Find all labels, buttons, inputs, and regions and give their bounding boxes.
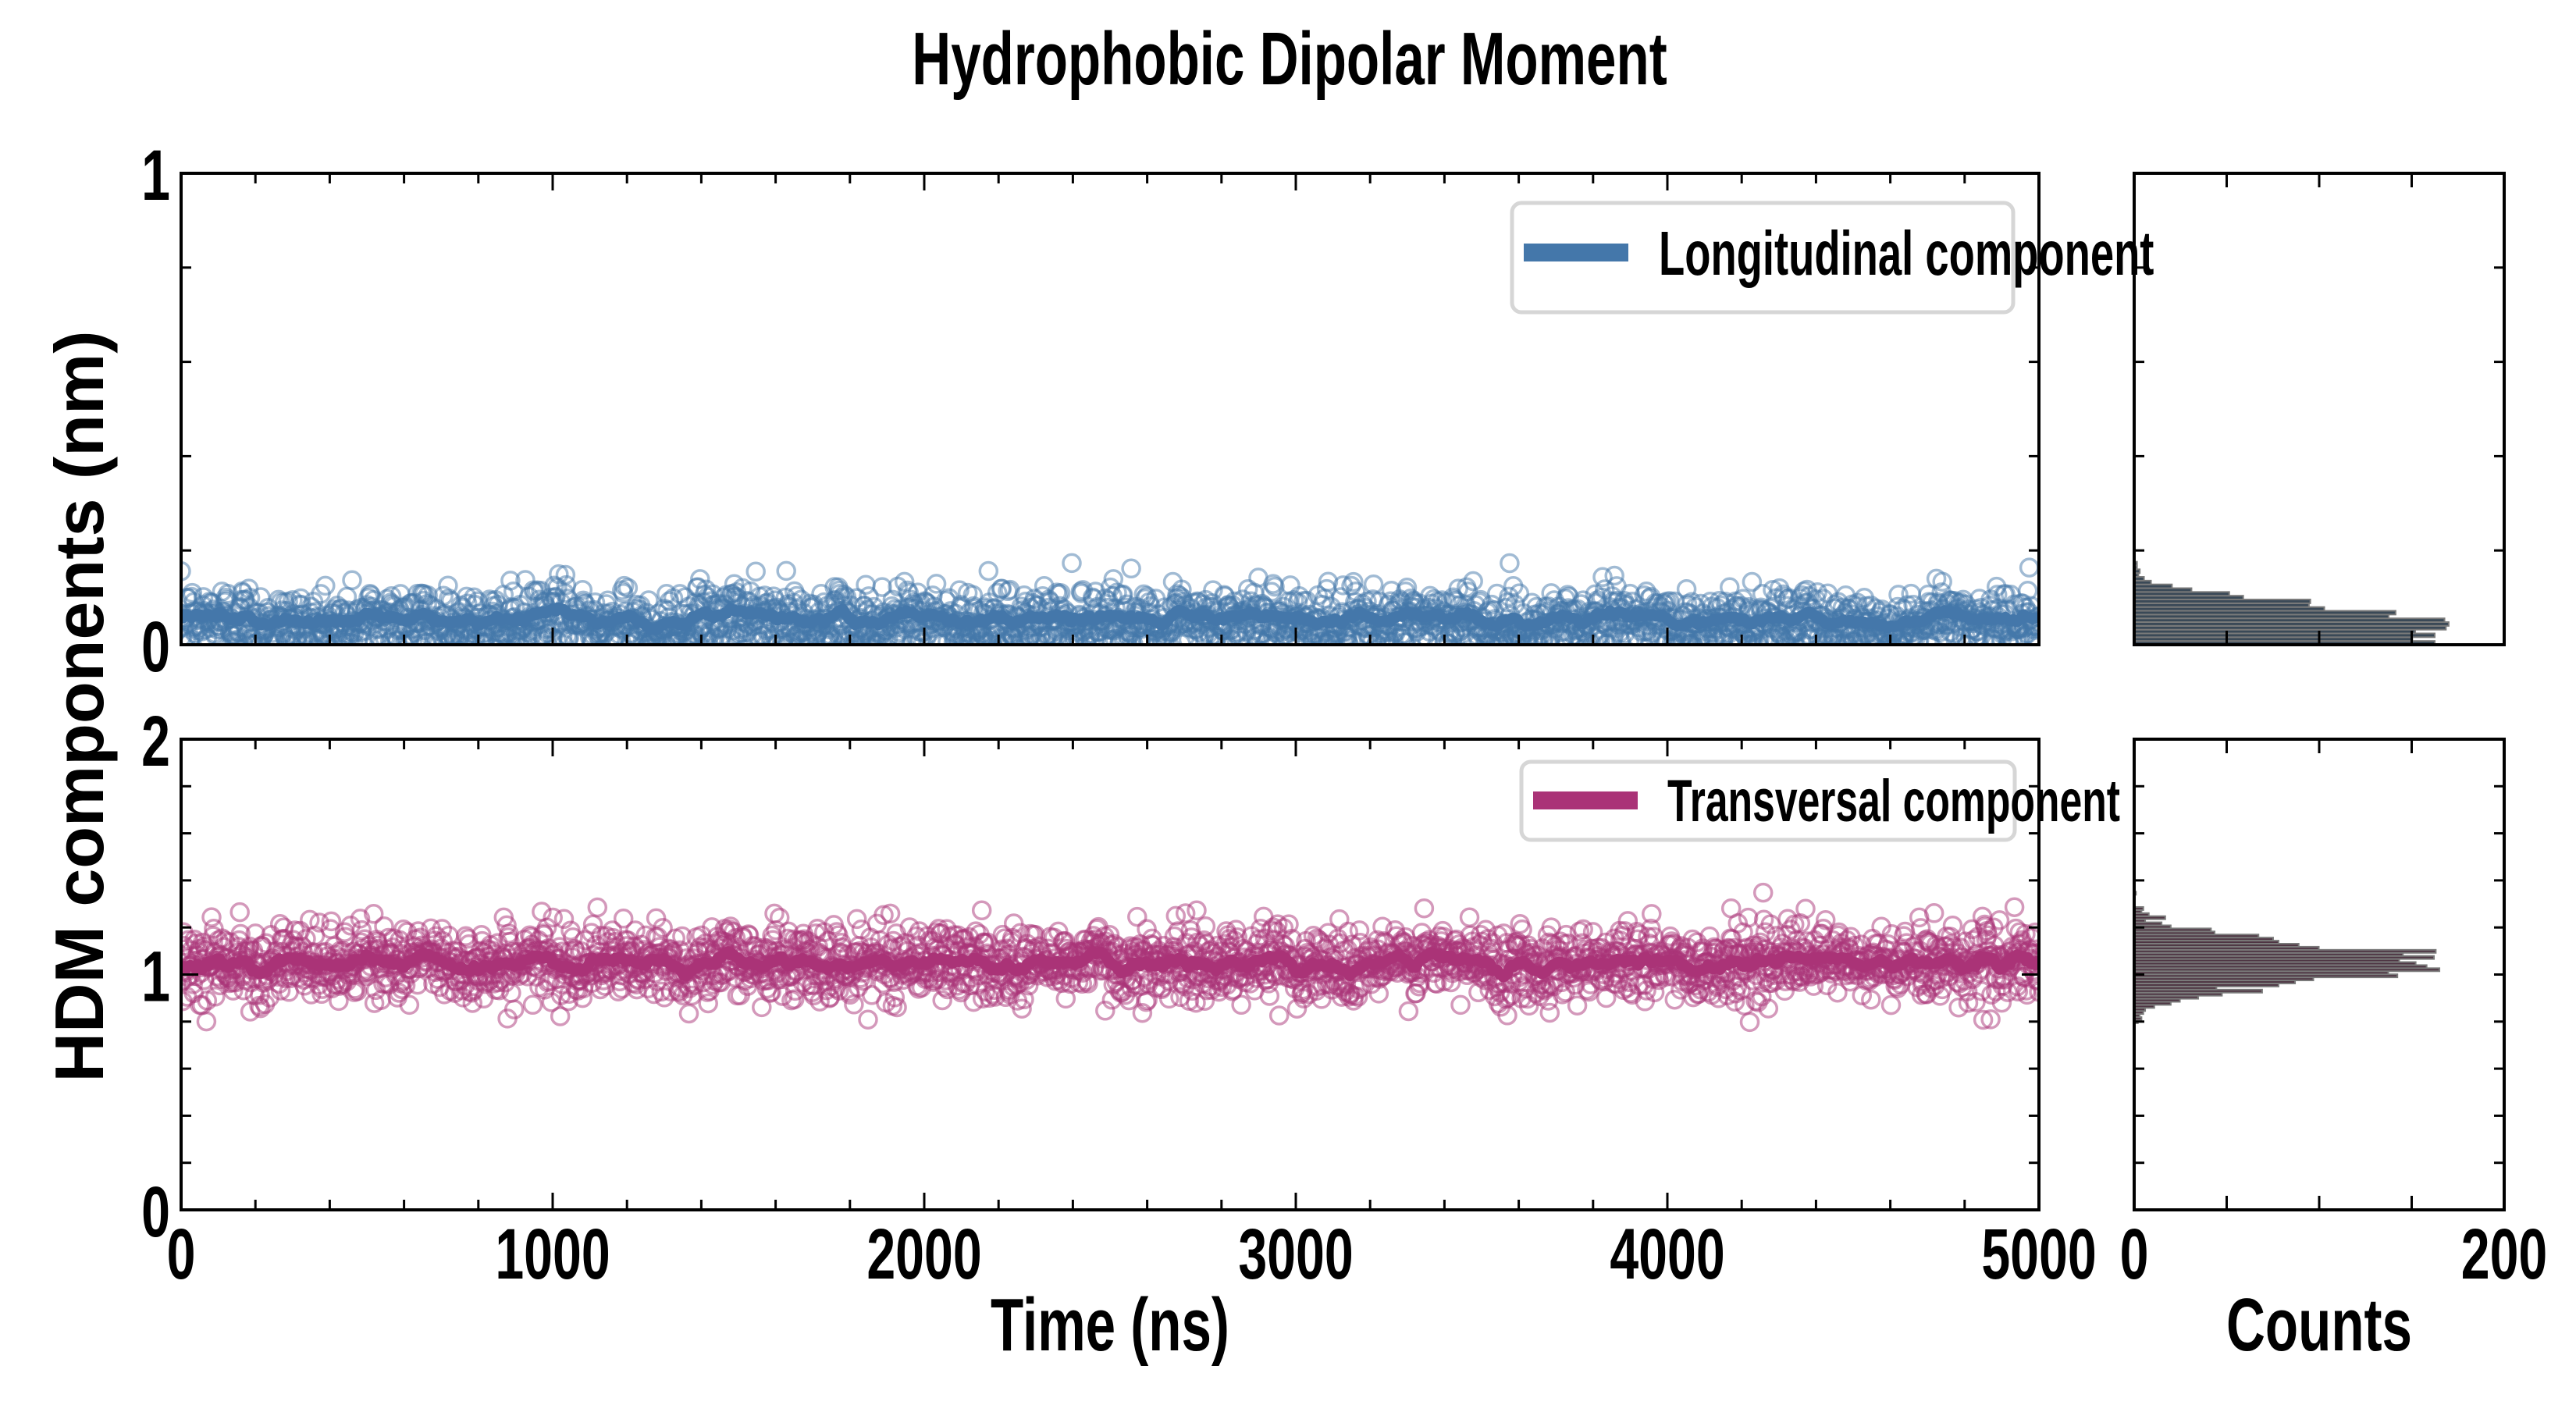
data-point bbox=[1121, 558, 1141, 579]
data-point bbox=[1259, 986, 1280, 1006]
data-point bbox=[617, 578, 639, 598]
data-point bbox=[457, 593, 478, 614]
data-point bbox=[374, 916, 394, 937]
data-point bbox=[1103, 569, 1124, 589]
data-point bbox=[1329, 909, 1350, 930]
data-point bbox=[1187, 900, 1207, 921]
data-point bbox=[597, 590, 618, 611]
data-point bbox=[1742, 571, 1763, 592]
data-point bbox=[1203, 580, 1223, 600]
data-point bbox=[764, 903, 785, 924]
x-axis-label: Time (ns) bbox=[991, 1282, 1229, 1367]
hist-x-axis-label: Counts bbox=[2226, 1282, 2412, 1367]
data-point bbox=[856, 574, 876, 595]
data-point bbox=[1664, 989, 1685, 1010]
data-point bbox=[1463, 571, 1483, 592]
data-point bbox=[1880, 994, 1902, 1016]
data-point bbox=[1604, 565, 1624, 586]
data-point bbox=[926, 574, 947, 594]
data-point bbox=[522, 994, 543, 1016]
chart-title: Hydrophobic Dipolar Moment bbox=[912, 16, 1667, 101]
data-point bbox=[572, 579, 593, 600]
top-scatter-panel: 01 bbox=[141, 134, 2041, 687]
data-point bbox=[1752, 882, 1774, 903]
data-point bbox=[1752, 584, 1773, 604]
data-point bbox=[1175, 903, 1196, 923]
data-point bbox=[1681, 592, 1702, 613]
data-point bbox=[555, 564, 576, 585]
data-point bbox=[1343, 571, 1364, 592]
data-point bbox=[872, 577, 892, 597]
data-point bbox=[1459, 907, 1480, 927]
data-point bbox=[1509, 583, 1530, 603]
data-point bbox=[1414, 898, 1435, 919]
data-point bbox=[1231, 994, 1251, 1016]
data-point bbox=[678, 1003, 699, 1024]
data-point bbox=[1739, 1012, 1760, 1033]
data-point bbox=[1909, 631, 1930, 645]
y-tick-label: 1 bbox=[141, 134, 170, 215]
data-point bbox=[978, 560, 999, 582]
data-point bbox=[846, 909, 867, 930]
data-point bbox=[613, 583, 634, 603]
data-point bbox=[1062, 553, 1082, 574]
data-point bbox=[1539, 1002, 1560, 1023]
data-point bbox=[1500, 553, 1520, 574]
data-point bbox=[971, 900, 992, 921]
data-point bbox=[776, 560, 796, 582]
y-tick-label: 0 bbox=[141, 606, 170, 686]
data-point bbox=[196, 1011, 217, 1032]
y-axis-label: HDM components (nm) bbox=[41, 330, 118, 1082]
data-point bbox=[315, 575, 336, 596]
data-point bbox=[987, 582, 1008, 603]
data-point bbox=[1592, 567, 1613, 588]
data-point bbox=[1450, 994, 1471, 1016]
data-point bbox=[587, 897, 608, 918]
data-point bbox=[1265, 576, 1285, 597]
data-point bbox=[1932, 571, 1952, 592]
data-point bbox=[1676, 578, 1697, 599]
data-point bbox=[181, 561, 191, 582]
data-point bbox=[1268, 1005, 1290, 1026]
data-point bbox=[364, 630, 385, 645]
data-point bbox=[1363, 574, 1384, 595]
data-point bbox=[639, 590, 659, 610]
data-point bbox=[1337, 627, 1358, 645]
scatter-points-transversal bbox=[181, 882, 2039, 1033]
data-point bbox=[894, 571, 915, 592]
data-point bbox=[229, 902, 250, 923]
data-point bbox=[342, 570, 362, 591]
data-point bbox=[1807, 582, 1827, 603]
data-point bbox=[1127, 906, 1147, 927]
data-point bbox=[858, 1009, 878, 1030]
data-point bbox=[2019, 557, 2039, 578]
data-point bbox=[1398, 1001, 1419, 1022]
data-point bbox=[745, 561, 766, 582]
data-point bbox=[500, 571, 521, 591]
scatter-points-longitudinal bbox=[181, 553, 2039, 645]
